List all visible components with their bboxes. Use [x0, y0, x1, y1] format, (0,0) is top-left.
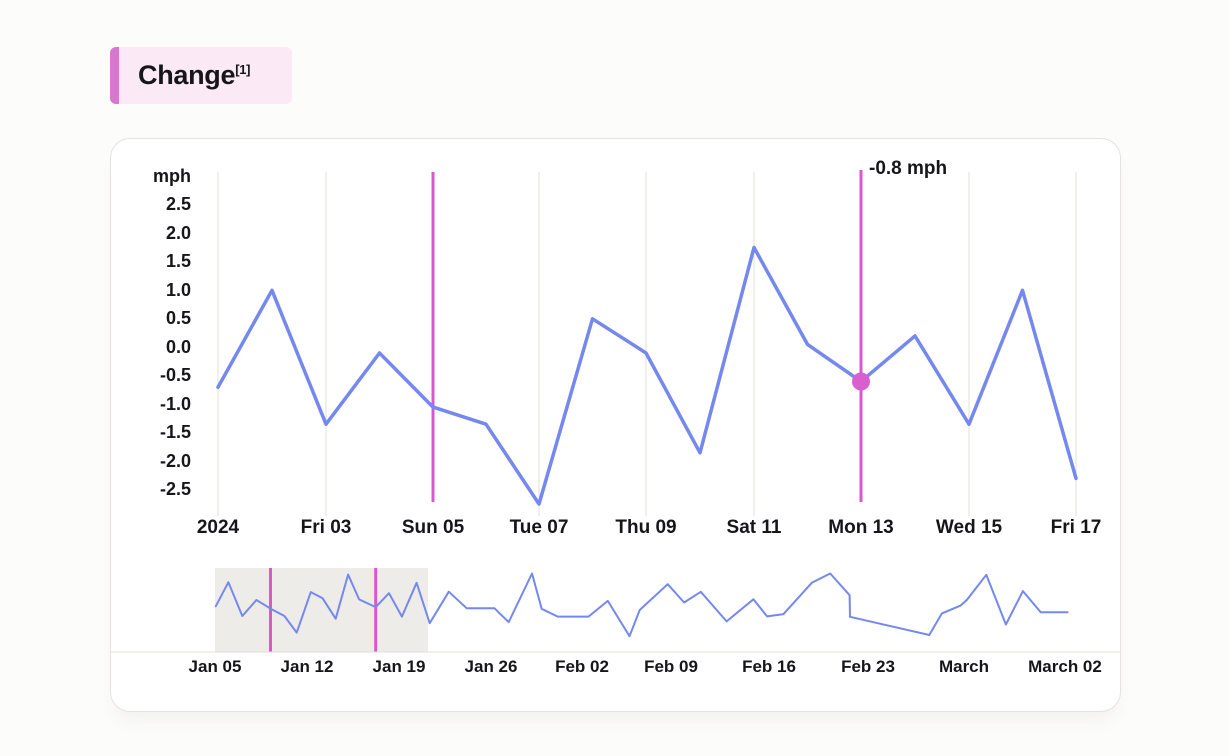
- svg-text:Tue 07: Tue 07: [510, 517, 569, 538]
- svg-text:Jan 26: Jan 26: [465, 657, 518, 676]
- svg-text:March: March: [939, 657, 989, 676]
- svg-text:Wed 15: Wed 15: [936, 517, 1003, 538]
- svg-text:Feb 09: Feb 09: [644, 657, 698, 676]
- svg-text:March 02: March 02: [1028, 657, 1102, 676]
- svg-text:Feb 16: Feb 16: [742, 657, 796, 676]
- svg-text:Sun 05: Sun 05: [402, 517, 465, 538]
- svg-text:2.0: 2.0: [166, 223, 191, 243]
- svg-text:1.0: 1.0: [166, 280, 191, 300]
- svg-text:Jan 12: Jan 12: [281, 657, 334, 676]
- svg-text:-0.5: -0.5: [160, 365, 191, 385]
- svg-text:Fri 03: Fri 03: [301, 517, 352, 538]
- svg-text:0.0: 0.0: [166, 337, 191, 357]
- svg-text:mph: mph: [153, 166, 191, 186]
- svg-text:Sat 11: Sat 11: [727, 517, 782, 538]
- svg-text:2.5: 2.5: [166, 194, 191, 214]
- svg-text:Jan 05: Jan 05: [189, 657, 242, 676]
- svg-text:-2.5: -2.5: [160, 479, 191, 499]
- svg-text:Feb 02: Feb 02: [555, 657, 609, 676]
- svg-text:-1.0: -1.0: [160, 394, 191, 414]
- svg-text:Mon 13: Mon 13: [828, 517, 893, 538]
- svg-text:Fri 17: Fri 17: [1051, 517, 1102, 538]
- svg-text:-1.5: -1.5: [160, 422, 191, 442]
- svg-text:-2.0: -2.0: [160, 451, 191, 471]
- svg-text:Jan 19: Jan 19: [373, 657, 426, 676]
- svg-text:0.5: 0.5: [166, 308, 191, 328]
- svg-text:-0.8 mph: -0.8 mph: [869, 158, 947, 179]
- svg-text:Feb 23: Feb 23: [841, 657, 895, 676]
- svg-text:1.5: 1.5: [166, 251, 191, 271]
- svg-text:Thu 09: Thu 09: [615, 517, 676, 538]
- svg-text:2024: 2024: [197, 517, 240, 538]
